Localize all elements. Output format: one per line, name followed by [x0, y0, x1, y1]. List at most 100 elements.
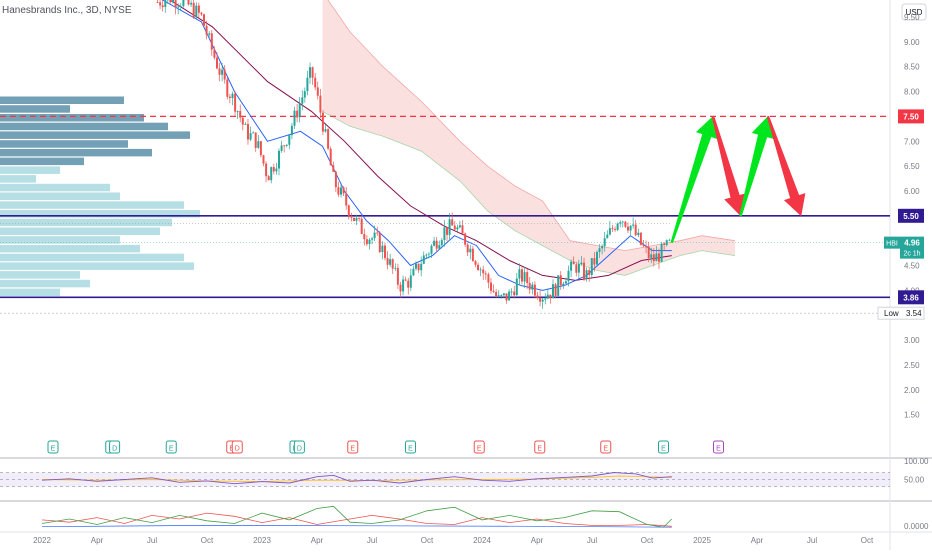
candle-body: [379, 233, 381, 252]
candle-body: [213, 50, 215, 58]
candle-body: [622, 222, 624, 223]
event-markers[interactable]: EEDEEDEDEEEEEEE: [48, 441, 724, 453]
candle-body: [431, 246, 433, 254]
volume-profile-bar: [0, 184, 110, 192]
low-value: 3.54: [906, 309, 922, 318]
candle-body: [593, 258, 595, 264]
price-tick: 9.50: [904, 13, 920, 22]
candle-body: [206, 26, 208, 35]
candle-body: [469, 249, 471, 253]
candle-body: [498, 295, 500, 296]
candle-body: [224, 70, 226, 80]
candle-body: [296, 111, 298, 118]
candle-body: [462, 225, 464, 233]
candle-body: [650, 254, 652, 257]
candle-body: [617, 224, 619, 230]
candle-body: [495, 292, 497, 296]
candle-body: [268, 176, 270, 180]
candle-body: [531, 285, 533, 290]
time-tick: Jul: [587, 536, 597, 545]
candle-body: [211, 33, 213, 49]
candle-body: [389, 259, 391, 265]
projection-arrow-up: [740, 116, 774, 216]
candle-body: [661, 244, 663, 262]
volume-profile-bar: [0, 245, 140, 253]
event-marker-letter: D: [112, 446, 117, 453]
candle-body: [643, 245, 645, 246]
event-marker-letter: E: [537, 446, 542, 453]
candle-body: [459, 225, 461, 227]
candle-body: [534, 285, 536, 296]
candle-body: [162, 5, 164, 7]
candle-body: [190, 3, 192, 5]
time-tick: Oct: [201, 536, 214, 545]
candle-body: [374, 233, 376, 239]
adx-blue-line: [42, 525, 672, 527]
candle-body: [472, 249, 474, 261]
candle-body: [583, 263, 585, 279]
candle-body: [195, 6, 197, 18]
candle-body: [180, 6, 182, 7]
candle-body: [350, 216, 352, 218]
volume-profile-bar: [0, 123, 168, 131]
candle-body: [446, 227, 448, 235]
candle-body: [599, 248, 601, 252]
candle-body: [425, 255, 427, 256]
candle-body: [159, 2, 161, 5]
price-tick: 2.50: [904, 361, 920, 370]
candle-body: [640, 233, 642, 245]
candle-body: [309, 67, 311, 78]
candle-body: [547, 295, 549, 299]
symbol-label: HBI: [886, 241, 898, 248]
price-tick: 7.00: [904, 137, 920, 146]
level-label: 5.50: [903, 212, 919, 221]
candle-body: [234, 94, 236, 112]
candle-body: [542, 300, 544, 302]
candle-body: [568, 271, 570, 282]
volume-profile-bar: [0, 105, 70, 113]
candle-body: [666, 240, 668, 245]
candle-body: [405, 280, 407, 281]
candle-body: [381, 246, 383, 252]
event-marker-letter: D: [297, 446, 302, 453]
price-tick: 9.00: [904, 38, 920, 47]
candle-body: [511, 292, 513, 293]
volume-profile-bar: [0, 254, 184, 262]
event-marker-letter: E: [603, 446, 608, 453]
candle-body: [200, 13, 202, 15]
candle-body: [376, 233, 378, 234]
candle-body: [203, 14, 205, 26]
candle-body: [157, 2, 159, 3]
candle-body: [317, 87, 319, 95]
candle-body: [668, 240, 670, 241]
volume-profile-bar: [0, 262, 194, 270]
candle-body: [480, 270, 482, 271]
candle-body: [467, 245, 469, 253]
candle-body: [283, 145, 285, 146]
candle-body: [570, 262, 572, 271]
volume-profile: [0, 97, 200, 297]
candle-body: [565, 281, 567, 283]
candle-body: [229, 97, 231, 98]
price-tick: 6.50: [904, 162, 920, 171]
candle-body: [301, 97, 303, 103]
candle-body: [580, 263, 582, 264]
candle-body: [418, 264, 420, 271]
time-tick: Jul: [367, 536, 377, 545]
time-tick: 2025: [693, 536, 711, 545]
candle-body: [278, 151, 280, 169]
event-marker-letter: E: [716, 446, 721, 453]
candle-body: [586, 270, 588, 279]
countdown-label: 2c 1h: [903, 251, 920, 258]
candle-body: [627, 227, 629, 231]
price-tick: 6.00: [904, 187, 920, 196]
candle-body: [208, 33, 210, 34]
candle-body: [578, 264, 580, 273]
candle-body: [319, 96, 321, 113]
candle-body: [500, 295, 502, 296]
candle-body: [591, 258, 593, 275]
